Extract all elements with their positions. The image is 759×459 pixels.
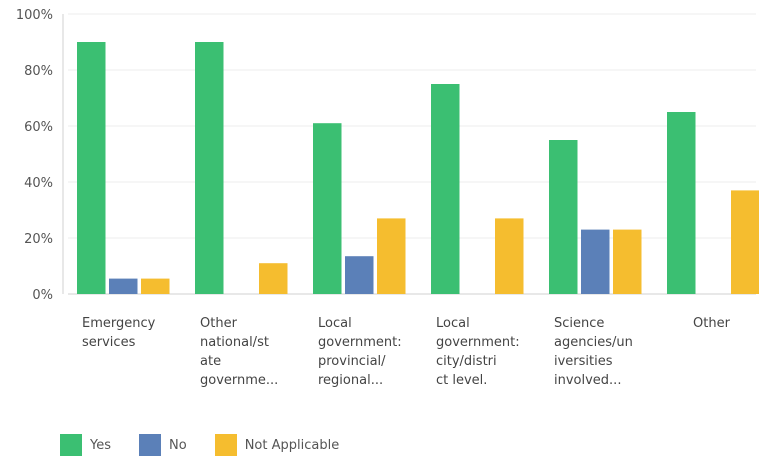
x-category-label: Other national/st ate governme... [200, 316, 278, 388]
x-category-label: Local government: provincial/regional... [318, 316, 402, 388]
legend-label: Not Applicable [244, 437, 340, 453]
legend-swatch [60, 434, 82, 456]
y-tick-label: 80% [24, 64, 53, 79]
bar-not-applicable[interactable] [731, 190, 759, 294]
legend: Yes No Not Applicable [60, 434, 367, 456]
bar-not-applicable[interactable] [613, 229, 642, 294]
bar-yes[interactable] [195, 42, 224, 294]
y-tick-label: 100% [16, 8, 53, 23]
bar-no[interactable] [581, 229, 610, 294]
legend-label: No [169, 437, 187, 453]
y-tick-label: 40% [24, 176, 53, 191]
bar-chart: 0% 20% 40% 60% 80% 100% Emergency services Othe… [16, 8, 759, 388]
bar-not-applicable[interactable] [495, 218, 524, 294]
y-tick-label: 0% [32, 288, 53, 303]
x-category-label: Emergency services [82, 316, 156, 350]
bar-not-applicable[interactable] [377, 218, 406, 294]
bar-yes[interactable] [77, 42, 106, 294]
bar-yes[interactable] [549, 140, 578, 294]
x-category-label: Other [693, 316, 731, 331]
bar-not-applicable[interactable] [141, 278, 170, 294]
x-axis-labels: Emergency services Other national/st ate gove… [82, 316, 731, 388]
y-tick-label: 20% [24, 232, 53, 247]
bars [77, 42, 759, 294]
bar-yes[interactable] [431, 84, 460, 294]
y-axis-ticks: 0% 20% 40% 60% 80% 100% [16, 8, 53, 303]
legend-item-no[interactable]: No [139, 434, 187, 456]
legend-swatch [214, 434, 237, 456]
x-category-label: Local government: city/distri ct level. [436, 316, 520, 388]
bar-not-applicable[interactable] [259, 263, 288, 294]
legend-label: Yes [90, 437, 111, 453]
legend-item-yes[interactable]: Yes [60, 434, 111, 456]
bar-yes[interactable] [667, 112, 696, 294]
bar-no[interactable] [345, 256, 374, 294]
grid-lines [62, 13, 756, 295]
bar-yes[interactable] [313, 123, 342, 294]
bar-no[interactable] [109, 278, 138, 294]
legend-swatch [139, 434, 161, 456]
y-tick-label: 60% [24, 120, 53, 135]
x-category-label: Science agencies/un iversities involved... [554, 316, 633, 388]
legend-item-not-applicable[interactable]: Not Applicable [214, 434, 340, 456]
